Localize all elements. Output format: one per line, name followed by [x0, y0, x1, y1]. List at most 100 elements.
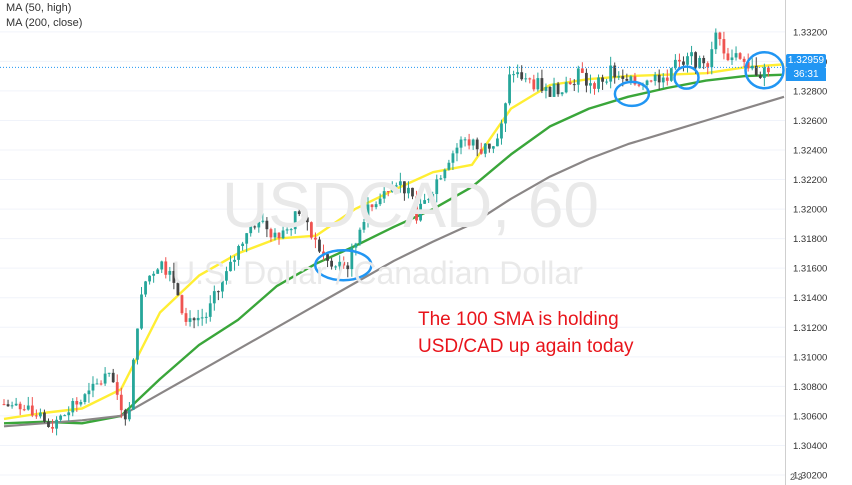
- legend-ma50[interactable]: MA (50, high): [6, 2, 72, 14]
- candle-body-188: [762, 67, 766, 78]
- candle-body-147: [597, 77, 600, 89]
- candle-body-115: [467, 139, 471, 146]
- candle-body-107: [435, 179, 439, 195]
- candle-body-96: [390, 186, 394, 192]
- candle-body-78: [318, 239, 321, 252]
- candle-body-127: [516, 72, 520, 75]
- candle-body-185: [750, 65, 754, 69]
- candle-body-141: [572, 84, 576, 86]
- candle-body-72: [293, 211, 297, 230]
- candle-body-160: [649, 80, 653, 82]
- candle-body-63: [257, 221, 261, 228]
- candle-body-156: [633, 76, 637, 85]
- candle-body-6: [26, 405, 30, 410]
- candle-body-149: [605, 81, 609, 83]
- candle-body-4: [18, 403, 22, 410]
- candle-body-167: [678, 59, 681, 62]
- candle-body-5: [22, 409, 26, 411]
- candle-body-37: [152, 273, 156, 276]
- candle-body-178: [722, 39, 726, 54]
- candle-body-50: [204, 316, 208, 318]
- candle-body-172: [698, 57, 702, 69]
- y-tick-label-5: 1.32200: [793, 175, 827, 186]
- candle-body-99: [403, 181, 406, 194]
- candle-body-145: [589, 83, 592, 86]
- candle-body-124: [504, 103, 507, 124]
- candle-body-105: [427, 198, 431, 201]
- candle-body-126: [512, 74, 515, 76]
- candle-body-70: [285, 229, 289, 231]
- candle-body-179: [726, 53, 730, 61]
- candle-body-39: [160, 261, 164, 270]
- candle-body-26: [107, 372, 111, 374]
- candle-body-164: [665, 77, 669, 81]
- candle-body-0: [2, 404, 6, 406]
- candle-body-133: [540, 78, 544, 91]
- candle-body-180: [730, 57, 734, 61]
- candle-body-166: [673, 59, 677, 69]
- candle-body-75: [305, 217, 309, 223]
- y-tick-label-14: 1.30400: [793, 441, 827, 452]
- candle-body-67: [273, 232, 277, 238]
- y-tick-label-7: 1.31800: [793, 234, 827, 245]
- candle-body-186: [754, 65, 758, 76]
- candle-body-136: [552, 83, 556, 97]
- candle-body-24: [99, 383, 103, 385]
- candle-body-106: [431, 194, 435, 199]
- candle-body-123: [500, 123, 503, 139]
- candle-body-92: [374, 204, 378, 208]
- candle-body-163: [661, 77, 665, 83]
- candle-body-171: [694, 52, 697, 69]
- grid-lines: [0, 31, 785, 476]
- candle-body-132: [536, 78, 540, 90]
- candle-body-84: [342, 261, 346, 266]
- candle-body-61: [249, 226, 253, 234]
- corner-label[interactable]: 2 3: [790, 472, 803, 482]
- candle-body-95: [386, 191, 390, 193]
- candle-body-49: [200, 317, 204, 319]
- candle-body-157: [637, 84, 641, 86]
- price-axis[interactable]: 1.332001.330001.328001.326001.324001.322…: [793, 27, 827, 481]
- candle-body-116: [471, 139, 475, 146]
- candle-body-176: [714, 32, 718, 50]
- candle-body-151: [613, 65, 617, 78]
- candle-body-139: [564, 82, 568, 93]
- candle-body-118: [479, 149, 483, 154]
- candle-body-18: [75, 401, 79, 405]
- candle-body-42: [172, 270, 176, 283]
- annotation-line-1: The 100 SMA is holding: [418, 309, 619, 330]
- candle-body-1: [6, 404, 10, 407]
- candle-body-169: [686, 56, 689, 65]
- candle-body-17: [71, 401, 75, 413]
- candle-body-45: [184, 313, 188, 322]
- candle-body-86: [350, 247, 354, 270]
- candle-body-125: [508, 74, 511, 104]
- candle-body-27: [111, 372, 115, 383]
- candle-body-32: [132, 359, 135, 410]
- candle-body-173: [702, 57, 706, 64]
- candle-body-36: [148, 275, 151, 282]
- candle-body-182: [738, 53, 742, 59]
- y-tick-label-11: 1.31000: [793, 352, 827, 363]
- candle-body-2: [10, 405, 14, 407]
- candle-body-7: [30, 405, 34, 416]
- highlight-circle-0: [314, 248, 373, 282]
- candle-body-88: [358, 229, 362, 244]
- candle-body-114: [463, 139, 467, 141]
- candle-body-10: [43, 412, 46, 422]
- candle-body-25: [103, 373, 107, 384]
- candle-body-9: [39, 412, 42, 417]
- highlight-circles: [314, 50, 785, 282]
- candle-body-59: [241, 243, 245, 247]
- candle-body-168: [682, 61, 685, 65]
- candle-body-144: [585, 72, 588, 86]
- candle-body-21: [87, 390, 91, 395]
- current-price-tag: 1.32959: [786, 54, 826, 68]
- candle-body-65: [265, 220, 269, 230]
- legend-ma200[interactable]: MA (200, close): [6, 17, 83, 29]
- candle-body-76: [309, 222, 313, 238]
- candle-body-155: [629, 76, 633, 81]
- candle-body-129: [524, 78, 528, 80]
- candle-body-47: [192, 318, 196, 321]
